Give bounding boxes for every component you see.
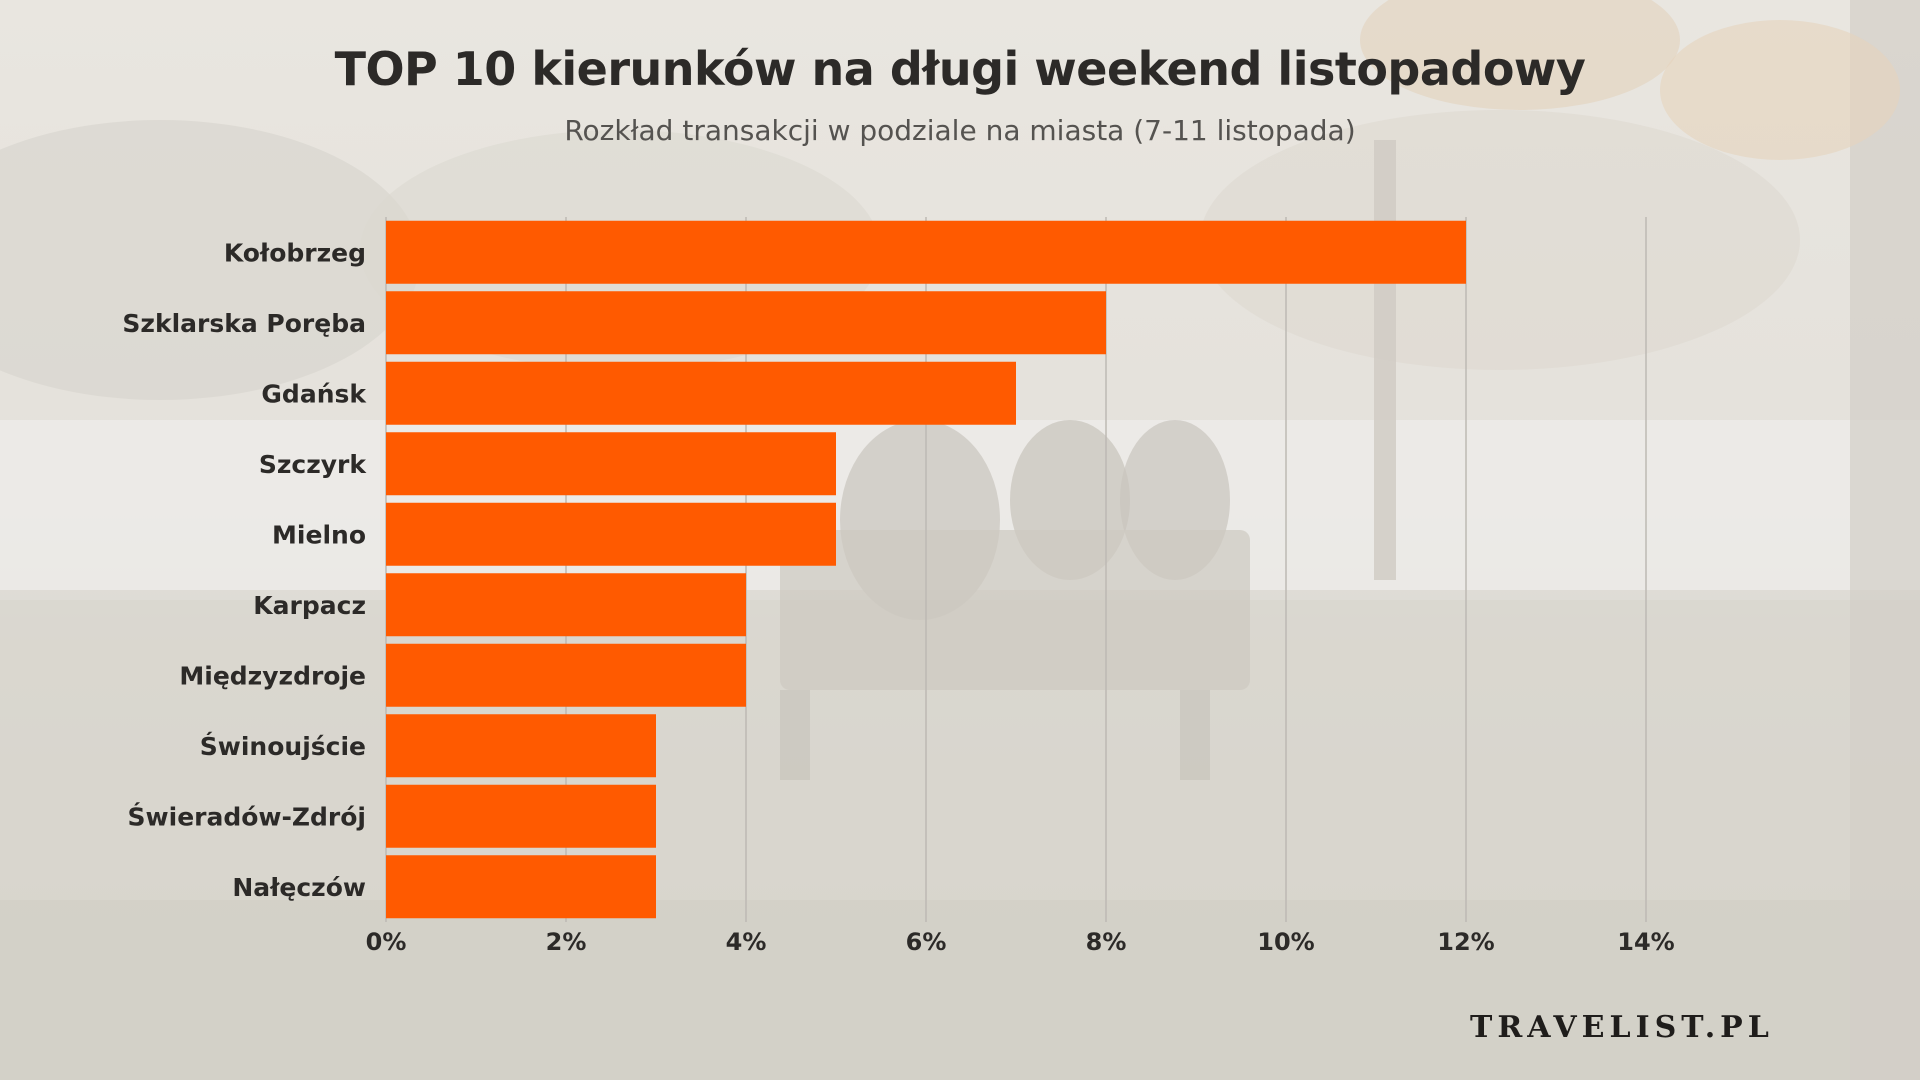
bar — [386, 220, 1466, 284]
category-label: Mielno — [272, 520, 366, 549]
x-tick-label: 10% — [1257, 928, 1314, 956]
bar — [386, 855, 656, 919]
x-tick-label: 0% — [366, 928, 407, 956]
bar — [386, 361, 1016, 425]
x-tick-label: 14% — [1617, 928, 1674, 956]
x-tick-label: 12% — [1437, 928, 1494, 956]
bar — [386, 714, 656, 778]
category-label: Kołobrzeg — [224, 238, 366, 267]
category-label: Świeradów-Zdrój — [128, 801, 366, 831]
x-tick-label: 6% — [906, 928, 947, 956]
bar — [386, 573, 746, 637]
bar — [386, 432, 836, 496]
category-label: Świnoujście — [200, 731, 366, 761]
x-tick-label: 8% — [1086, 928, 1127, 956]
x-tick-label: 4% — [726, 928, 767, 956]
bar — [386, 643, 746, 707]
category-label: Gdańsk — [261, 379, 367, 408]
bar — [386, 502, 836, 566]
travelist-logo: TRAVELIST.PL — [1470, 1010, 1774, 1045]
category-label: Szklarska Poręba — [122, 309, 366, 338]
bar — [386, 784, 656, 848]
chart-subtitle: Rozkład transakcji w podziale na miasta … — [564, 114, 1356, 147]
category-label: Szczyrk — [259, 450, 368, 479]
category-label: Międzyzdroje — [179, 661, 366, 690]
x-tick-label: 2% — [546, 928, 587, 956]
category-label: Nałęczów — [232, 873, 366, 902]
chart-title: TOP 10 kierunków na długi weekend listop… — [334, 42, 1586, 96]
category-label: Karpacz — [253, 591, 366, 620]
bar — [386, 291, 1106, 355]
